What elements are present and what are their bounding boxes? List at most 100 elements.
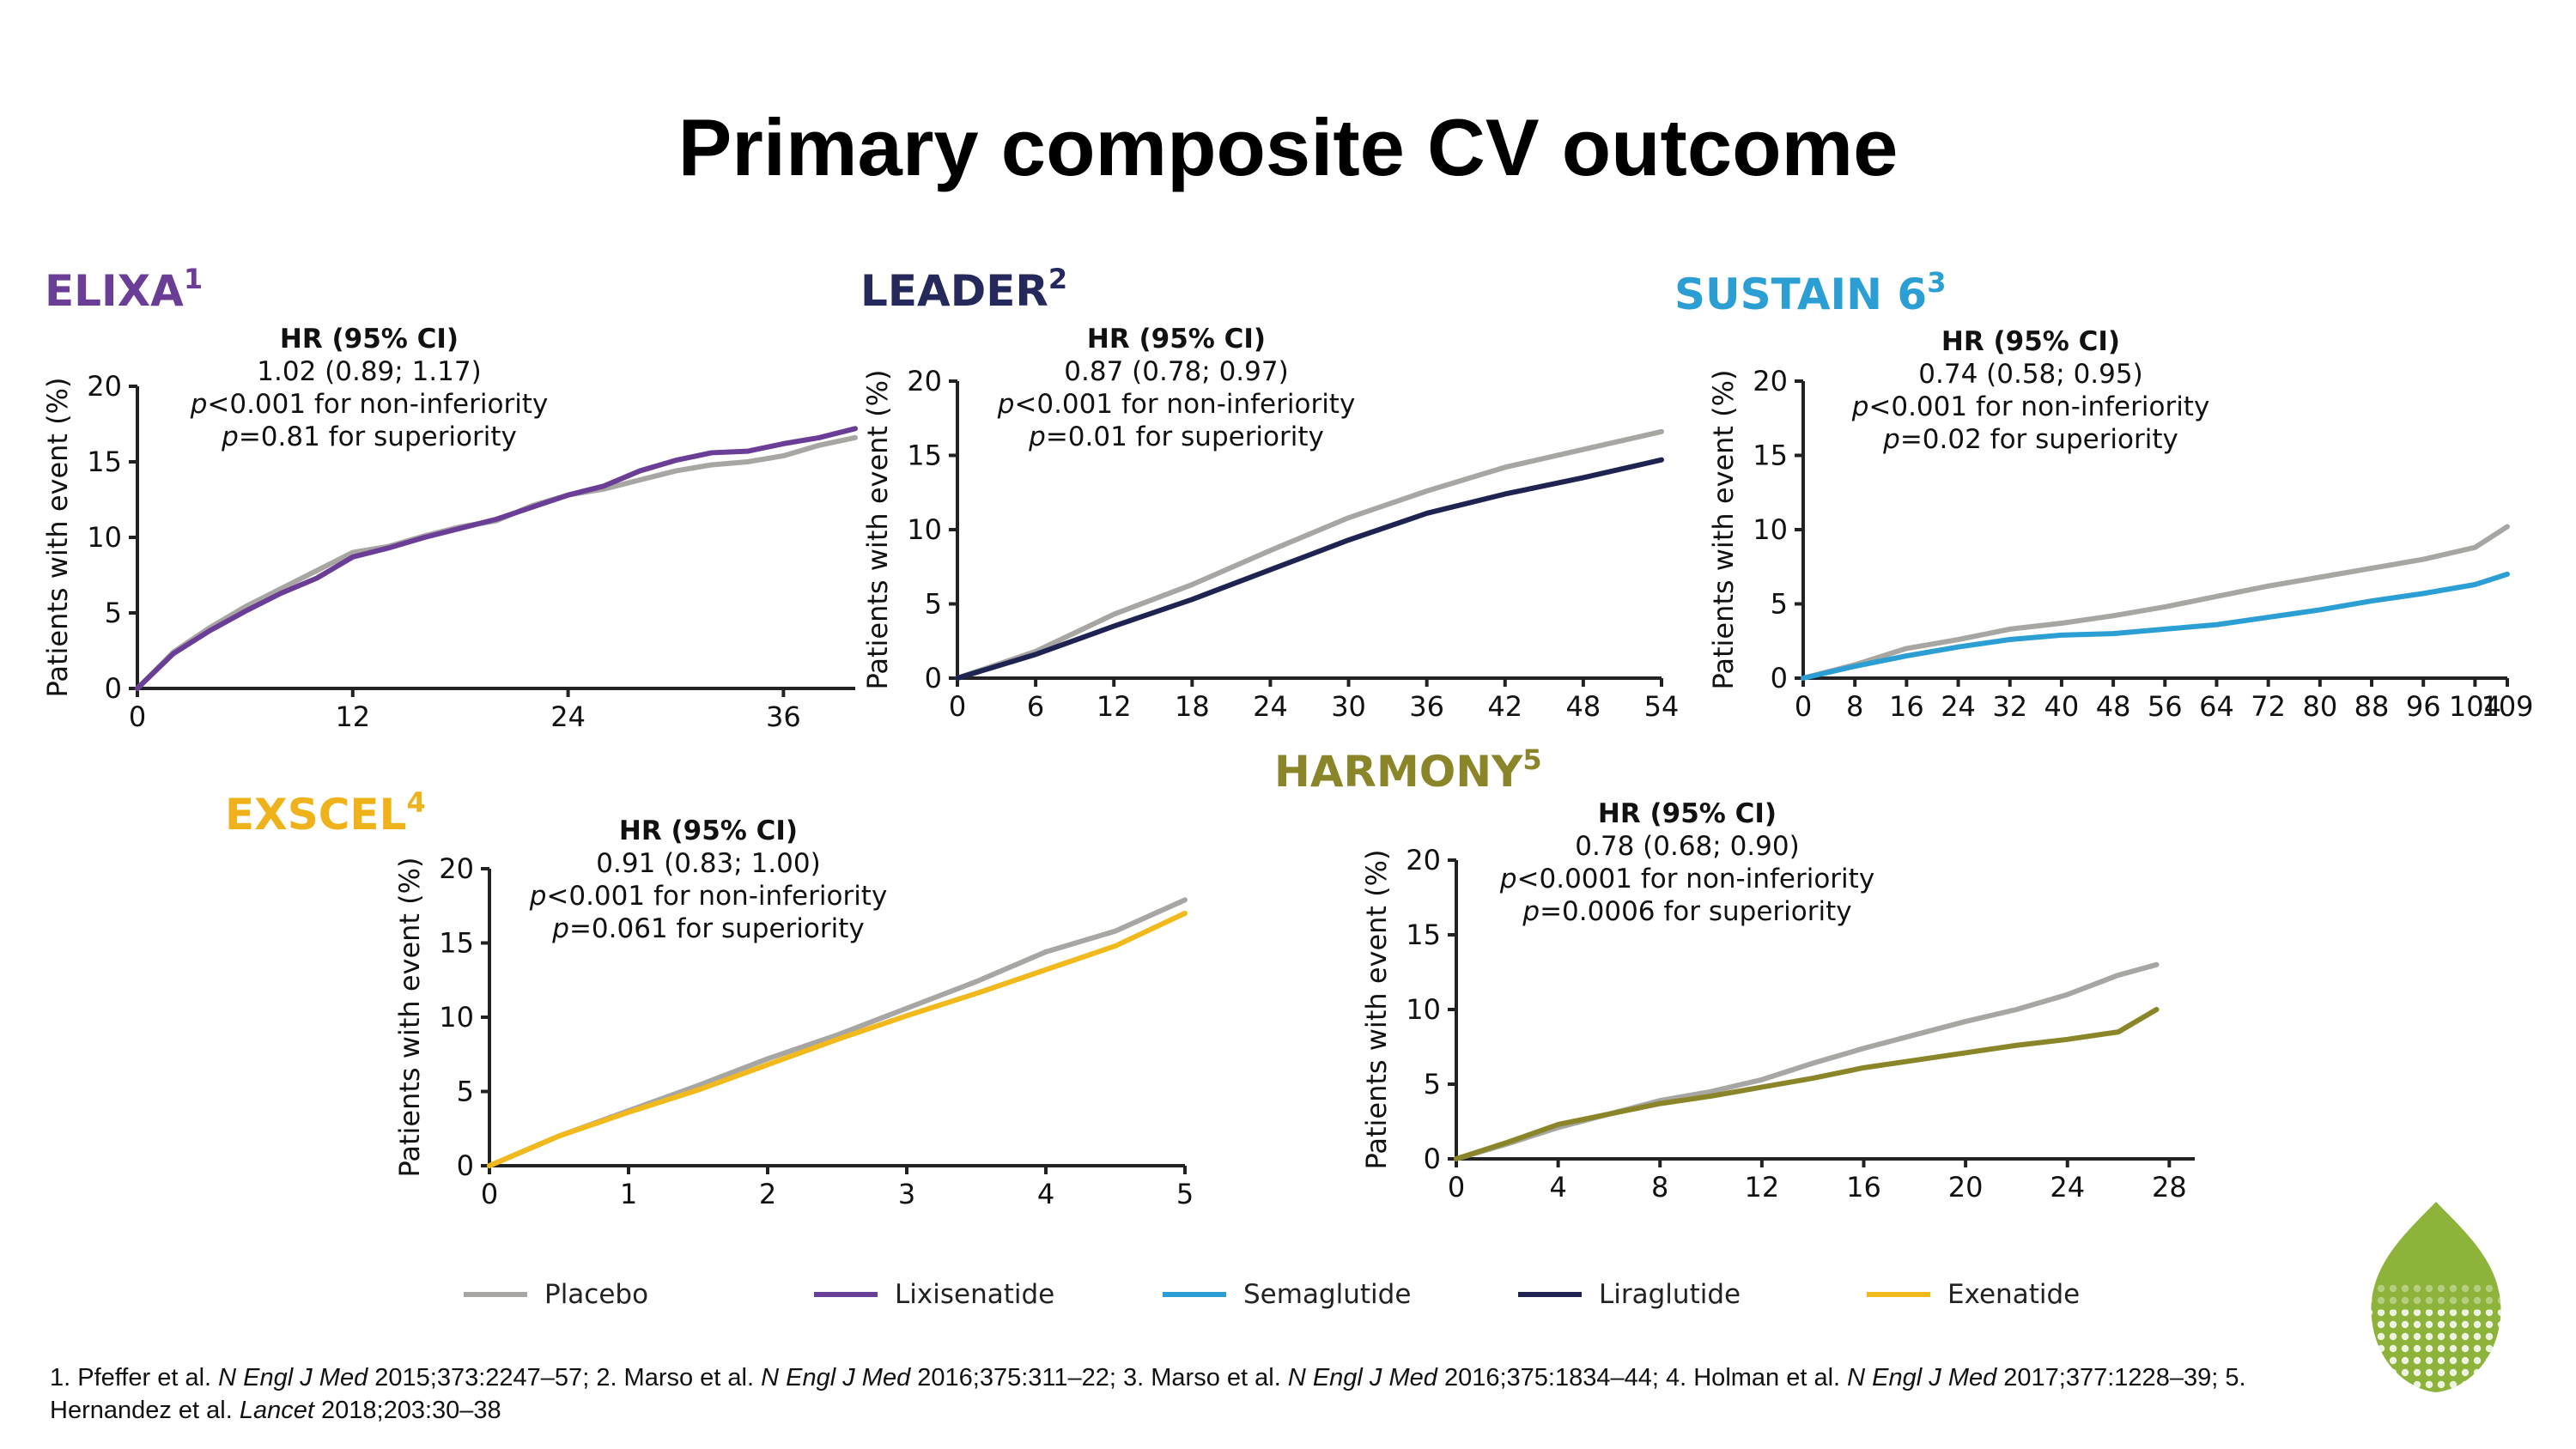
elixa-x-tick-label: 0 — [129, 700, 146, 733]
legend-swatch-placebo — [464, 1292, 527, 1297]
exscel-series-exenatide — [487, 910, 1188, 1168]
leader-x-tick-label: 12 — [1097, 690, 1132, 723]
leader-y-tick-label: 20 — [907, 365, 942, 397]
legend-label-liraglutide: Liraglutide — [1599, 1279, 1741, 1310]
exscel-name: EXSCEL — [225, 790, 407, 840]
leader-hr-block: HR (95% CI) 0.87 (0.78; 0.97) p<0.001 fo… — [957, 323, 1395, 453]
ref-5: 5. Hernandez et al. Lancet 2018;203:30–3… — [50, 1364, 2246, 1424]
elixa-name: ELIXA — [45, 266, 184, 316]
elixa-series-lixisenatide — [135, 426, 858, 691]
sustain-series-semaglutide — [1801, 571, 2510, 681]
page-title: Primary composite CV outcome — [677, 102, 1899, 192]
exscel-y-tick-label: 10 — [439, 1001, 474, 1034]
harmony-x-tick-label: 4 — [1549, 1171, 1566, 1203]
leader-x-tick-label: 30 — [1331, 690, 1366, 723]
references: 1. Pfeffer et al. N Engl J Med 2015;373:… — [50, 1361, 2248, 1427]
leader-y-tick-label: 5 — [925, 588, 942, 621]
elixa-y-tick-label: 0 — [105, 672, 122, 705]
harmony-y-tick-label: 0 — [1424, 1143, 1441, 1175]
elixa-sup: 1 — [183, 263, 204, 295]
sustain-sup: 3 — [1927, 266, 1947, 299]
leader-p-noninferiority: p<0.001 for non-inferiority — [997, 389, 1356, 420]
sustain-y-tick-label: 20 — [1753, 365, 1788, 397]
exscel-y-tick-label: 5 — [457, 1076, 474, 1108]
sustain-series-placebo — [1801, 524, 2510, 681]
legend-swatch-liraglutide — [1518, 1292, 1582, 1297]
exscel-hr-block: HR (95% CI) 0.91 (0.83; 1.00) p<0.001 fo… — [489, 815, 927, 945]
leader-x-tick-label: 36 — [1409, 690, 1444, 723]
harmony-p-superiority: p=0.0006 for superiority — [1522, 896, 1852, 927]
ref-2: 2. Marso et al. N Engl J Med 2016;375:31… — [596, 1364, 1124, 1391]
ref-1: 1. Pfeffer et al. N Engl J Med 2015;373:… — [50, 1364, 597, 1391]
elixa-trial-title: ELIXA1 — [45, 263, 204, 316]
leader-chart: 0 5 10 15 20 0 6 12 18 24 30 36 42 48 54 Patients with … — [861, 365, 1679, 723]
harmony-series-placebo — [1454, 961, 2160, 1161]
elixa-hr-value: 1.02 (0.89; 1.17) — [257, 356, 482, 387]
exscel-x-tick-label: 5 — [1176, 1178, 1194, 1210]
sustain-name: SUSTAIN 6 — [1674, 270, 1928, 319]
sustain-x-tick-label: 109 — [2481, 690, 2533, 723]
sustain-p-superiority: p=0.02 for superiority — [1883, 424, 2178, 455]
harmony-trial-title: HARMONY5 — [1274, 743, 1542, 797]
elixa-p-noninferiority: p<0.001 for non-inferiority — [190, 389, 549, 420]
elixa-y-tick-label: 15 — [87, 446, 122, 478]
legend: Placebo Lixisenatide Semaglutide Liraglu… — [0, 1276, 2576, 1313]
leader-x-tick-label: 18 — [1175, 690, 1210, 723]
exscel-sup: 4 — [406, 786, 426, 819]
elixa-x-tick-label: 24 — [550, 700, 586, 733]
elixa-chart: 0 5 10 15 20 0 12 24 36 Patients with event (%) — [41, 370, 858, 733]
sustain-x-tick-label: 40 — [2044, 690, 2080, 723]
harmony-y-axis-label: Patients with event (%) — [1360, 849, 1393, 1169]
elixa-y-tick-label: 10 — [87, 521, 122, 554]
exscel-x-tick-label: 2 — [759, 1178, 776, 1210]
sustain-x-tick-label: 88 — [2354, 690, 2390, 723]
sustain-x-tick-label: 64 — [2199, 690, 2234, 723]
elixa-y-tick-label: 20 — [87, 370, 122, 403]
sustain-x-tick-label: 16 — [1889, 690, 1924, 723]
sustain-x-tick-label: 104 — [2449, 690, 2501, 723]
elixa-y-axis-label: Patients with event (%) — [41, 377, 74, 697]
ref-4: 4. Holman et al. N Engl J Med 2017;377:1… — [1666, 1364, 2226, 1391]
exscel-y-axis-label: Patients with event (%) — [393, 857, 426, 1177]
leader-sup: 2 — [1048, 263, 1068, 295]
elixa-series-placebo — [135, 434, 858, 691]
sustain-hr-value: 0.74 (0.58; 0.95) — [1918, 359, 2143, 390]
harmony-y-tick-label: 5 — [1424, 1068, 1441, 1100]
sustain-x-tick-label: 48 — [2096, 690, 2131, 723]
harmony-x-tick-label: 20 — [1948, 1171, 1984, 1203]
exscel-x-tick-label: 4 — [1037, 1178, 1054, 1210]
leader-hr-title: HR (95% CI) — [1086, 324, 1267, 355]
elixa-y-tick-label: 5 — [105, 597, 122, 629]
leader-series-placebo — [955, 428, 1664, 681]
sustain-x-tick-label: 56 — [2148, 690, 2183, 723]
sustain-p-noninferiority: p<0.001 for non-inferiority — [1851, 391, 2210, 422]
exscel-y-tick-label: 0 — [457, 1149, 474, 1182]
exscel-x-tick-label: 3 — [898, 1178, 915, 1210]
exscel-y-tick-label: 15 — [439, 927, 474, 960]
harmony-name: HARMONY — [1274, 747, 1523, 797]
legend-item-liraglutide: Liraglutide — [1518, 1276, 1741, 1313]
sustain-y-axis-label: Patients with event (%) — [1707, 369, 1740, 689]
sustain-x-tick-label: 72 — [2251, 690, 2286, 723]
harmony-hr-block: HR (95% CI) 0.78 (0.68; 0.90) p<0.0001 f… — [1464, 797, 1911, 928]
legend-item-semaglutide: Semaglutide — [1163, 1276, 1411, 1313]
leader-trial-title: LEADER2 — [860, 263, 1068, 316]
harmony-x-tick-label: 16 — [1846, 1171, 1881, 1203]
legend-label-semaglutide: Semaglutide — [1243, 1279, 1412, 1310]
leaf-logo-icon — [2371, 1202, 2501, 1392]
elixa-p-superiority: p=0.81 for superiority — [222, 421, 517, 452]
exscel-chart: 0 5 10 15 20 0 1 2 3 4 5 Patients with event (%) — [393, 852, 1194, 1210]
leader-x-tick-label: 24 — [1253, 690, 1288, 723]
harmony-x-tick-label: 8 — [1651, 1171, 1668, 1203]
harmony-sup: 5 — [1522, 743, 1542, 776]
harmony-y-tick-label: 20 — [1406, 844, 1441, 876]
leader-x-tick-label: 42 — [1487, 690, 1522, 723]
leader-x-tick-label: 0 — [949, 690, 966, 723]
sustain-x-tick-label: 96 — [2406, 690, 2441, 723]
harmony-chart: 0 5 10 15 20 0 4 8 12 16 20 24 28 Patients with event… — [1360, 844, 2195, 1203]
leader-p-superiority: p=0.01 for superiority — [1029, 421, 1324, 452]
sustain-x-tick-label: 32 — [1992, 690, 2027, 723]
leader-x-tick-label: 6 — [1027, 690, 1044, 723]
leader-y-tick-label: 0 — [925, 662, 942, 694]
harmony-x-tick-label: 24 — [2050, 1171, 2085, 1203]
